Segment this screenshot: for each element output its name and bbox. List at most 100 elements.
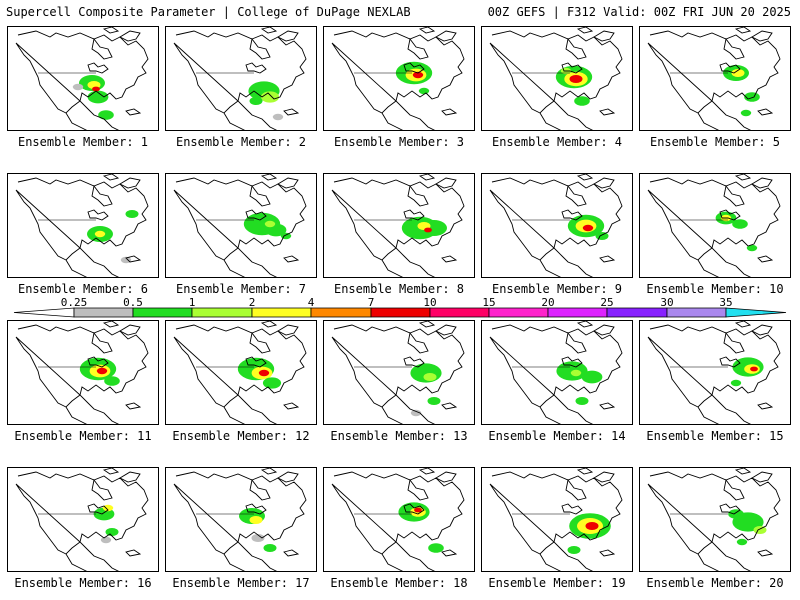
hudson-bay bbox=[91, 184, 113, 207]
coastline bbox=[489, 30, 623, 130]
hudson-bay bbox=[565, 331, 587, 354]
colorbar-segment bbox=[13, 307, 75, 318]
coastline bbox=[331, 471, 465, 571]
ensemble-member-label: Ensemble Member: 12 bbox=[172, 429, 310, 443]
ensemble-member-map bbox=[323, 320, 475, 425]
hudson-bay bbox=[723, 331, 745, 354]
mexico-coast bbox=[697, 553, 720, 571]
hudson-bay bbox=[91, 478, 113, 501]
scp-contour bbox=[262, 377, 282, 389]
hudson-bay bbox=[249, 184, 271, 207]
hudson-bay bbox=[249, 37, 271, 60]
ensemble-member-map bbox=[639, 467, 791, 572]
scp-contour bbox=[423, 373, 437, 381]
great-lakes bbox=[561, 209, 583, 221]
ensemble-member-map bbox=[165, 26, 317, 131]
coastline bbox=[173, 324, 307, 424]
great-lakes bbox=[719, 503, 741, 515]
ensemble-member-label: Ensemble Member: 5 bbox=[649, 135, 781, 149]
great-lakes bbox=[403, 503, 425, 515]
scp-map bbox=[489, 174, 623, 277]
mexico-coast bbox=[539, 259, 562, 277]
ensemble-member-map bbox=[639, 320, 791, 425]
scp-contour bbox=[581, 370, 603, 384]
colorbar-segment bbox=[488, 307, 549, 318]
mexico-coast bbox=[223, 553, 246, 571]
ensemble-member-map bbox=[323, 173, 475, 278]
coastline bbox=[489, 324, 623, 424]
colorbar-tick-label: 4 bbox=[307, 296, 315, 309]
scp-contour bbox=[249, 97, 263, 105]
ensemble-member-map bbox=[165, 467, 317, 572]
scp-map bbox=[15, 321, 149, 424]
great-lakes bbox=[719, 62, 741, 74]
great-lakes bbox=[87, 62, 109, 74]
scp-map bbox=[331, 174, 465, 277]
scp-map bbox=[15, 468, 149, 571]
coastline bbox=[173, 177, 307, 277]
great-lakes bbox=[403, 62, 425, 74]
mexico-coast bbox=[65, 553, 88, 571]
ensemble-member-map bbox=[165, 320, 317, 425]
hudson-bay bbox=[91, 331, 113, 354]
scp-contour bbox=[731, 69, 745, 77]
great-lakes bbox=[245, 62, 267, 74]
scp-contour bbox=[728, 509, 744, 519]
coastline bbox=[489, 471, 623, 571]
colorbar-segment bbox=[191, 307, 253, 318]
great-lakes bbox=[87, 356, 109, 368]
ensemble-member-map bbox=[7, 173, 159, 278]
ensemble-member-map bbox=[639, 173, 791, 278]
ensemble-member-label: Ensemble Member: 2 bbox=[175, 135, 307, 149]
arctic-islands bbox=[260, 468, 300, 557]
great-lakes bbox=[245, 503, 267, 515]
scp-contour bbox=[105, 528, 119, 536]
arctic-islands bbox=[576, 27, 616, 116]
great-lakes bbox=[561, 356, 583, 368]
colorbar-segment bbox=[73, 307, 134, 318]
mexico-coast bbox=[697, 112, 720, 130]
ensemble-member-label: Ensemble Member: 1 bbox=[17, 135, 149, 149]
colorbar-tick-label: 0.25 bbox=[60, 296, 88, 309]
ensemble-member-map bbox=[481, 173, 633, 278]
ensemble-member-label: Ensemble Member: 13 bbox=[330, 429, 468, 443]
scp-map bbox=[173, 27, 307, 130]
colorbar-segment bbox=[132, 307, 193, 318]
scp-contour bbox=[567, 546, 581, 554]
coastline bbox=[331, 177, 465, 277]
mexico-coast bbox=[697, 406, 720, 424]
ensemble-member-label: Ensemble Member: 8 bbox=[333, 282, 465, 296]
mexico-coast bbox=[65, 259, 88, 277]
scp-contour bbox=[582, 224, 594, 232]
ensemble-member-label: Ensemble Member: 4 bbox=[491, 135, 623, 149]
scp-contour bbox=[575, 397, 589, 405]
arctic-islands bbox=[418, 174, 458, 263]
hudson-bay bbox=[565, 478, 587, 501]
scp-contour bbox=[96, 367, 108, 375]
colorbar-tick-label: 10 bbox=[423, 296, 437, 309]
hudson-bay bbox=[407, 331, 429, 354]
arctic-islands bbox=[102, 468, 142, 557]
coastline bbox=[647, 30, 781, 130]
ensemble-member-label: Ensemble Member: 6 bbox=[17, 282, 149, 296]
coastline bbox=[647, 471, 781, 571]
scp-contour bbox=[94, 230, 106, 238]
arctic-islands bbox=[418, 27, 458, 116]
scp-contour bbox=[410, 409, 422, 417]
ensemble-member-map bbox=[323, 467, 475, 572]
great-lakes bbox=[719, 356, 741, 368]
scp-contour bbox=[249, 516, 263, 524]
model-run-valid-time: 00Z GEFS | F312 Valid: 00Z FRI JUN 20 20… bbox=[487, 5, 791, 19]
scp-map bbox=[173, 174, 307, 277]
great-lakes bbox=[561, 62, 583, 74]
ensemble-member-label: Ensemble Member: 16 bbox=[14, 576, 152, 590]
great-lakes bbox=[87, 209, 109, 221]
ensemble-member-map bbox=[165, 173, 317, 278]
ensemble-member-map bbox=[7, 467, 159, 572]
scp-map bbox=[331, 27, 465, 130]
scp-map bbox=[331, 468, 465, 571]
scp-contour bbox=[264, 220, 276, 228]
colorbar-segment bbox=[666, 307, 727, 318]
scp-contour bbox=[746, 244, 758, 252]
colorbar-tick-label: 35 bbox=[719, 296, 733, 309]
